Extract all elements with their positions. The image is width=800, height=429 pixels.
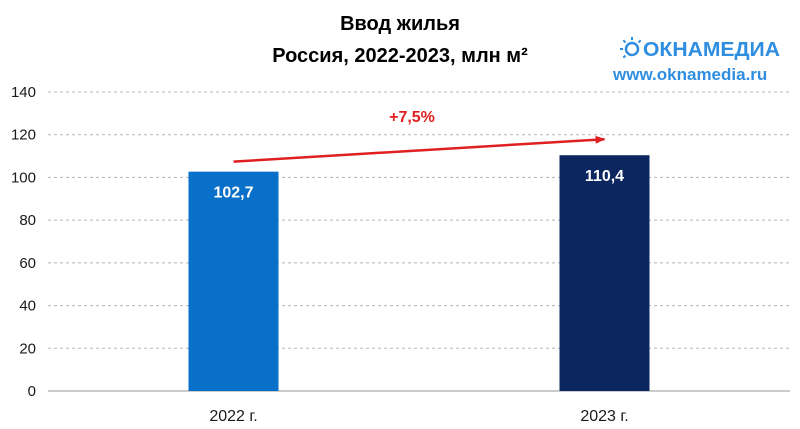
- y-tick-label: 20: [19, 340, 36, 357]
- bar: [559, 155, 650, 391]
- y-tick-label: 100: [11, 169, 36, 186]
- y-tick-label: 120: [11, 127, 36, 144]
- y-tick-label: 80: [19, 212, 36, 229]
- x-axis-categories: 2022 г. 2023 г.: [209, 408, 628, 425]
- change-arrow: [233, 135, 606, 163]
- sun-icon: [620, 37, 642, 59]
- change-label: +7,5%: [389, 109, 435, 126]
- data-label: 102,7: [213, 185, 253, 202]
- site-url: www.oknamedia.ru: [612, 65, 767, 84]
- bars: 102,7 110,4: [188, 155, 650, 391]
- chart-subtitle: Россия, 2022-2023, млн м²: [272, 45, 528, 67]
- bar: [188, 171, 279, 391]
- x-category-label: 2023 г.: [580, 408, 628, 425]
- brand-logo: ОКНАМЕДИА www.oknamedia.ru: [612, 37, 780, 84]
- y-tick-label: 40: [19, 298, 36, 315]
- y-tick-label: 60: [19, 255, 36, 272]
- y-tick-label: 140: [11, 84, 36, 101]
- gridlines: [48, 91, 790, 392]
- data-label: 110,4: [585, 168, 624, 185]
- y-tick-label: 0: [28, 383, 36, 400]
- y-axis-ticks: 0 20 40 60 80 100 120 140: [11, 84, 36, 400]
- x-category-label: 2022 г.: [209, 408, 257, 425]
- chart-title: Ввод жилья: [340, 13, 460, 35]
- logo-text: ОКНАМЕДИА: [643, 39, 780, 61]
- change-annotation: +7,5%: [233, 109, 606, 163]
